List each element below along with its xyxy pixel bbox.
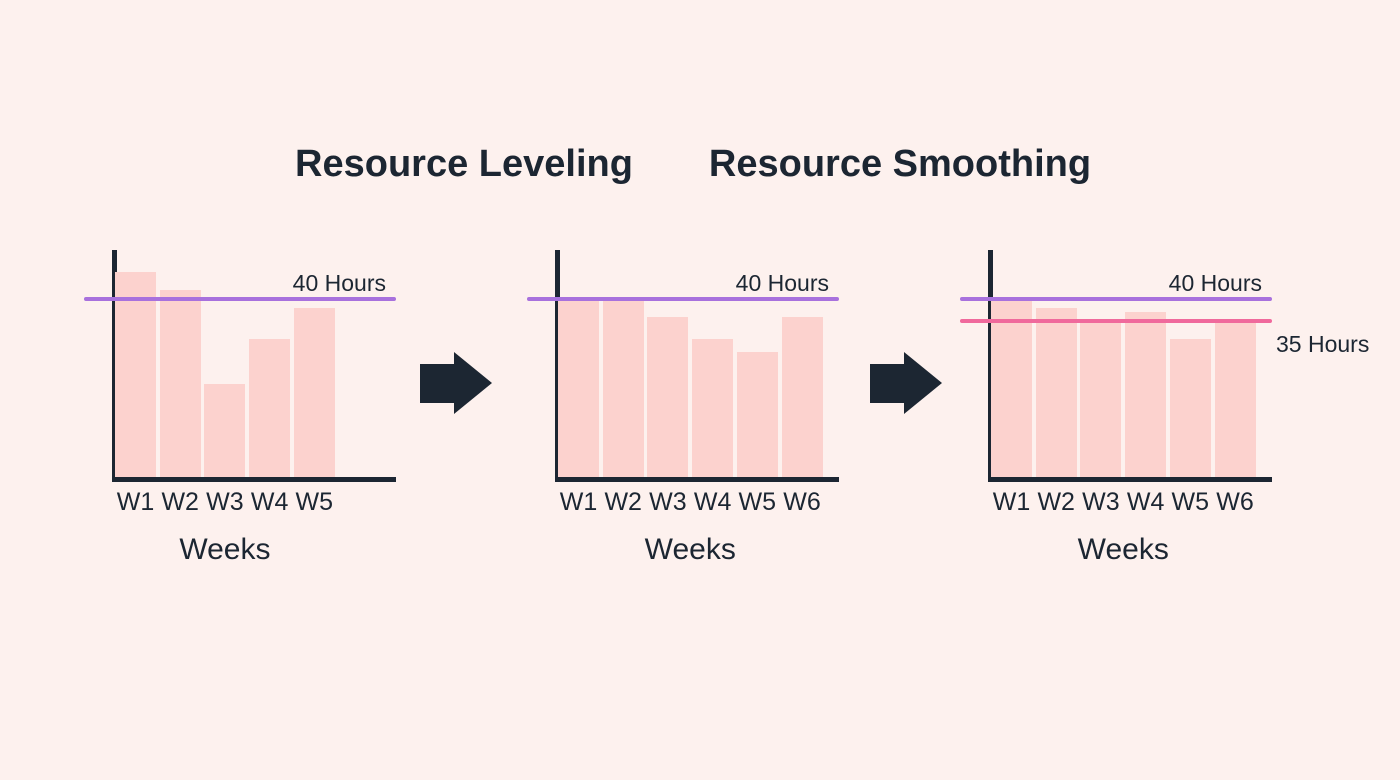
y-axis: [555, 250, 560, 482]
bar-w1: [558, 299, 599, 477]
arrow-head: [454, 352, 492, 414]
title-resource-smoothing: Resource Smoothing: [708, 143, 1092, 185]
x-axis: [555, 477, 839, 482]
y-axis: [112, 250, 117, 482]
x-tick-label: W2: [1037, 488, 1075, 516]
x-axis: [112, 477, 396, 482]
x-tick-label: W1: [992, 488, 1031, 516]
x-tick-label: W4: [693, 488, 732, 516]
x-tick-label: W5: [295, 488, 334, 516]
bar-w4: [692, 339, 734, 477]
bar-w4: [1125, 312, 1167, 477]
x-tick-label: W3: [1082, 488, 1120, 516]
bar-w2: [602, 299, 644, 477]
limit-line-40: [84, 297, 396, 301]
chart-before-leveling: W1 W2 W3 W4 W5 Weeks 40 Hours: [84, 250, 524, 590]
bar-w1: [115, 272, 156, 477]
bar-w4: [249, 339, 291, 477]
chart-after-smoothing: W1 W2 W3 W4 W5 W6 Weeks 40 Hours 35 Hours: [960, 250, 1400, 590]
x-tick-label: W5: [738, 488, 777, 516]
x-tick-label: W1: [559, 488, 598, 516]
y-axis: [988, 250, 993, 482]
bar-w5: [1169, 339, 1211, 477]
bar-w3: [204, 384, 246, 477]
x-tick-label: W6: [1216, 488, 1254, 516]
bar-w6: [781, 317, 823, 477]
arrow-stem: [420, 364, 458, 403]
right-arrow-icon: [420, 352, 492, 415]
bar-w3: [1080, 321, 1122, 477]
bar-w3: [647, 317, 689, 477]
x-tick-label: W3: [206, 488, 244, 516]
x-tick-label: W2: [604, 488, 642, 516]
arrow-head: [904, 352, 942, 414]
x-axis-label: Weeks: [1077, 533, 1169, 566]
limit-line-label: 40 Hours: [292, 270, 386, 296]
x-axis-label: Weeks: [179, 533, 271, 566]
right-arrow-icon: [870, 352, 942, 415]
title-resource-leveling: Resource Leveling: [295, 143, 633, 185]
x-axis-label: Weeks: [644, 533, 736, 566]
bar-w5: [736, 352, 778, 477]
x-axis: [988, 477, 1272, 482]
limit-line-35: [960, 319, 1272, 324]
limit-line-40: [960, 297, 1272, 301]
bar-w2: [1035, 308, 1077, 477]
x-tick-label: W5: [1171, 488, 1210, 516]
limit-line-40: [527, 297, 839, 301]
bar-w6: [1214, 321, 1256, 477]
bar-w5: [293, 308, 335, 477]
bar-w2: [159, 290, 201, 477]
x-tick-label: W4: [1126, 488, 1165, 516]
chart-after-leveling: W1 W2 W3 W4 W5 W6 Weeks 40 Hours: [527, 250, 967, 590]
arrow-stem: [870, 364, 908, 403]
x-tick-label: W6: [783, 488, 821, 516]
x-tick-label: W3: [649, 488, 687, 516]
x-tick-label: W2: [161, 488, 199, 516]
x-tick-label: W1: [116, 488, 155, 516]
x-tick-label: W4: [250, 488, 289, 516]
limit-line-label: 40 Hours: [735, 270, 829, 296]
limit-line-label: 35 Hours: [1276, 331, 1370, 358]
limit-line-label: 40 Hours: [1168, 270, 1262, 296]
bar-w1: [991, 299, 1032, 477]
